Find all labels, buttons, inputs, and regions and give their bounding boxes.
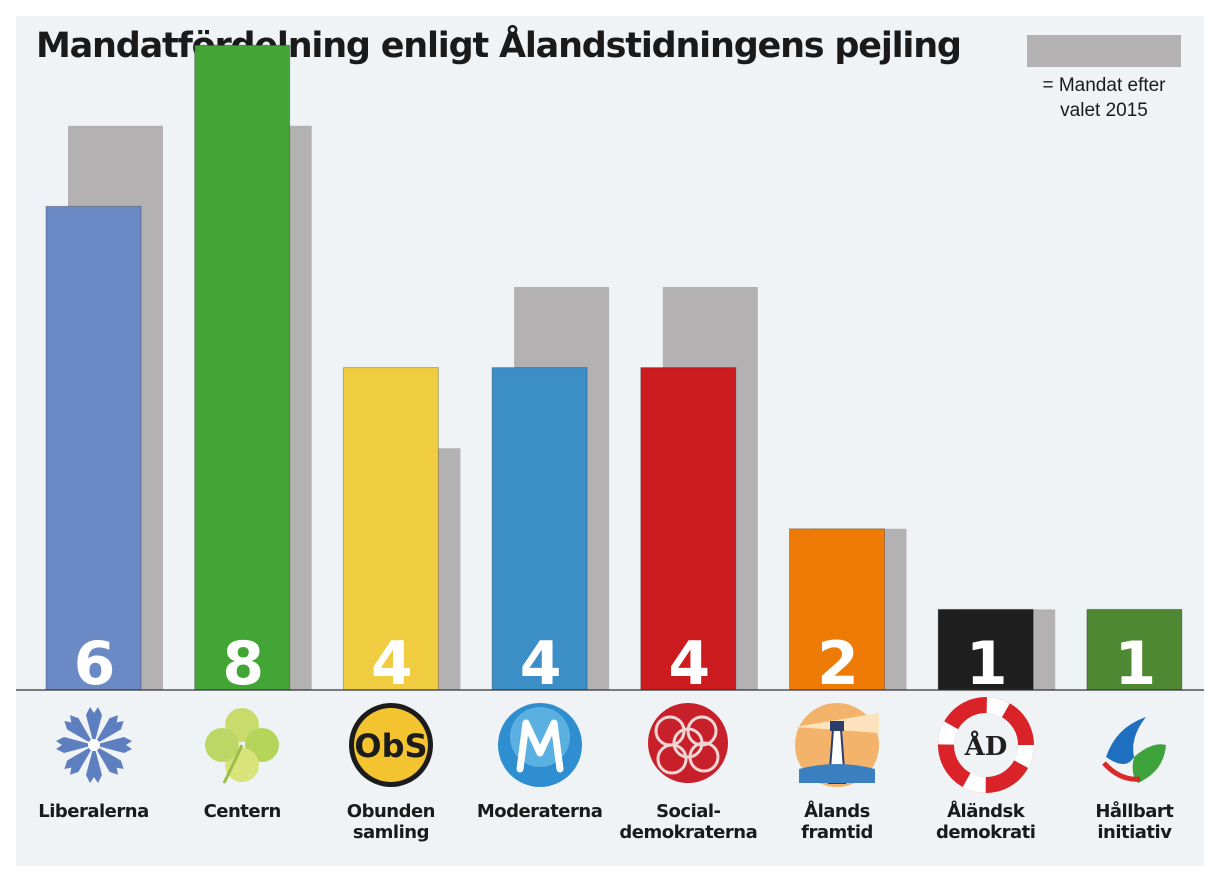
- bar-value-label: 4: [371, 629, 413, 699]
- category-label-line: Liberalerna: [38, 801, 149, 822]
- bar-value-label: 1: [1115, 629, 1157, 699]
- category-label: Hållbart initiativ: [1059, 801, 1209, 843]
- category-label-line: Obunden: [346, 801, 436, 822]
- bar-pejling-6: [937, 608, 1034, 691]
- cornflower-icon: [55, 707, 132, 783]
- category-label: Social-demokraterna: [613, 801, 763, 843]
- petal: [93, 715, 124, 745]
- blue-leaf: [1106, 717, 1147, 764]
- category-label-line: framtid: [801, 822, 873, 843]
- category-label: Åländsk demokrati: [911, 801, 1061, 843]
- category-label-line: demokrati: [935, 822, 1036, 843]
- bar-pejling-7: [1086, 608, 1183, 691]
- lamp: [830, 721, 844, 731]
- bar-pejling-4: [640, 367, 737, 691]
- legend-label: = Mandat efter valet 2015: [1042, 75, 1166, 121]
- category-label-line: Centern: [203, 801, 282, 822]
- lifebuoy-icon: ÅD: [937, 697, 1034, 793]
- category-label-line: initiativ: [1097, 822, 1172, 843]
- category-label-line: Social-: [656, 801, 721, 822]
- bar-value-label: 1: [966, 629, 1008, 699]
- bar-pejling-1: [194, 44, 291, 691]
- obs-text: ObS: [354, 727, 427, 765]
- petal: [93, 745, 124, 775]
- lighthouse-icon: [795, 703, 879, 787]
- category-label: Ålands framtid: [762, 801, 912, 843]
- chart-title: Mandatfördelning enligt Ålandstidningens…: [36, 26, 962, 66]
- category-label-line: Hållbart: [1095, 801, 1174, 822]
- bar-pejling-5: [789, 528, 885, 691]
- category-label: Liberalerna: [19, 801, 169, 822]
- rose: [648, 703, 729, 783]
- petal: [55, 737, 94, 753]
- bar-pejling-3: [491, 367, 588, 691]
- category-label-line: Ålands: [804, 801, 870, 822]
- ad-text: ÅD: [963, 731, 1007, 762]
- bar-pejling-2: [342, 367, 439, 691]
- bar-pejling-0: [45, 205, 142, 691]
- sea: [799, 764, 875, 783]
- category-label: Obunden samling: [316, 801, 466, 843]
- icon-group: [497, 703, 582, 787]
- icon-group: [1102, 717, 1167, 783]
- bar-value-label: 2: [817, 629, 859, 699]
- icon-group: [648, 703, 729, 783]
- petal: [85, 707, 102, 745]
- leaf: [205, 728, 240, 762]
- icon-group: [205, 708, 280, 784]
- petal: [63, 715, 94, 745]
- category-label: Moderaterna: [465, 801, 615, 822]
- rose-icon: [648, 703, 729, 783]
- category-label-line: Åländsk: [947, 801, 1025, 822]
- bar-value-label: 8: [222, 629, 264, 699]
- obs-logo-icon: ObS: [348, 703, 433, 787]
- legend-swatch: [1027, 35, 1181, 67]
- bar-value-label: 6: [74, 629, 116, 699]
- letter-m: [516, 719, 564, 773]
- icon-group: [795, 703, 879, 787]
- icon-group: ObS: [348, 703, 433, 787]
- bar-value-label: 4: [520, 629, 562, 699]
- stem: [222, 744, 244, 784]
- category-label-line: demokraterna: [619, 822, 758, 843]
- petal: [93, 737, 132, 753]
- leaf-swirl-icon: [1102, 717, 1167, 783]
- bar-value-label: 4: [668, 629, 710, 699]
- category-label-line: Moderaterna: [476, 801, 603, 822]
- red-swirl: [1102, 761, 1141, 782]
- buoy-stripes: [937, 697, 1034, 793]
- category-label-line: samling: [352, 822, 430, 843]
- category-label: Centern: [167, 801, 317, 822]
- disc: [353, 708, 428, 782]
- moderaterna-m-icon: [497, 703, 582, 787]
- icon-group: [55, 707, 132, 783]
- four-leaf-clover-icon: [205, 708, 280, 784]
- rose-petal: [672, 727, 704, 759]
- green-leaf: [1133, 744, 1167, 783]
- rose-petal: [656, 743, 688, 775]
- petal: [85, 745, 102, 783]
- icon-group: ÅD: [937, 697, 1034, 793]
- petal: [63, 745, 94, 775]
- center: [87, 739, 100, 751]
